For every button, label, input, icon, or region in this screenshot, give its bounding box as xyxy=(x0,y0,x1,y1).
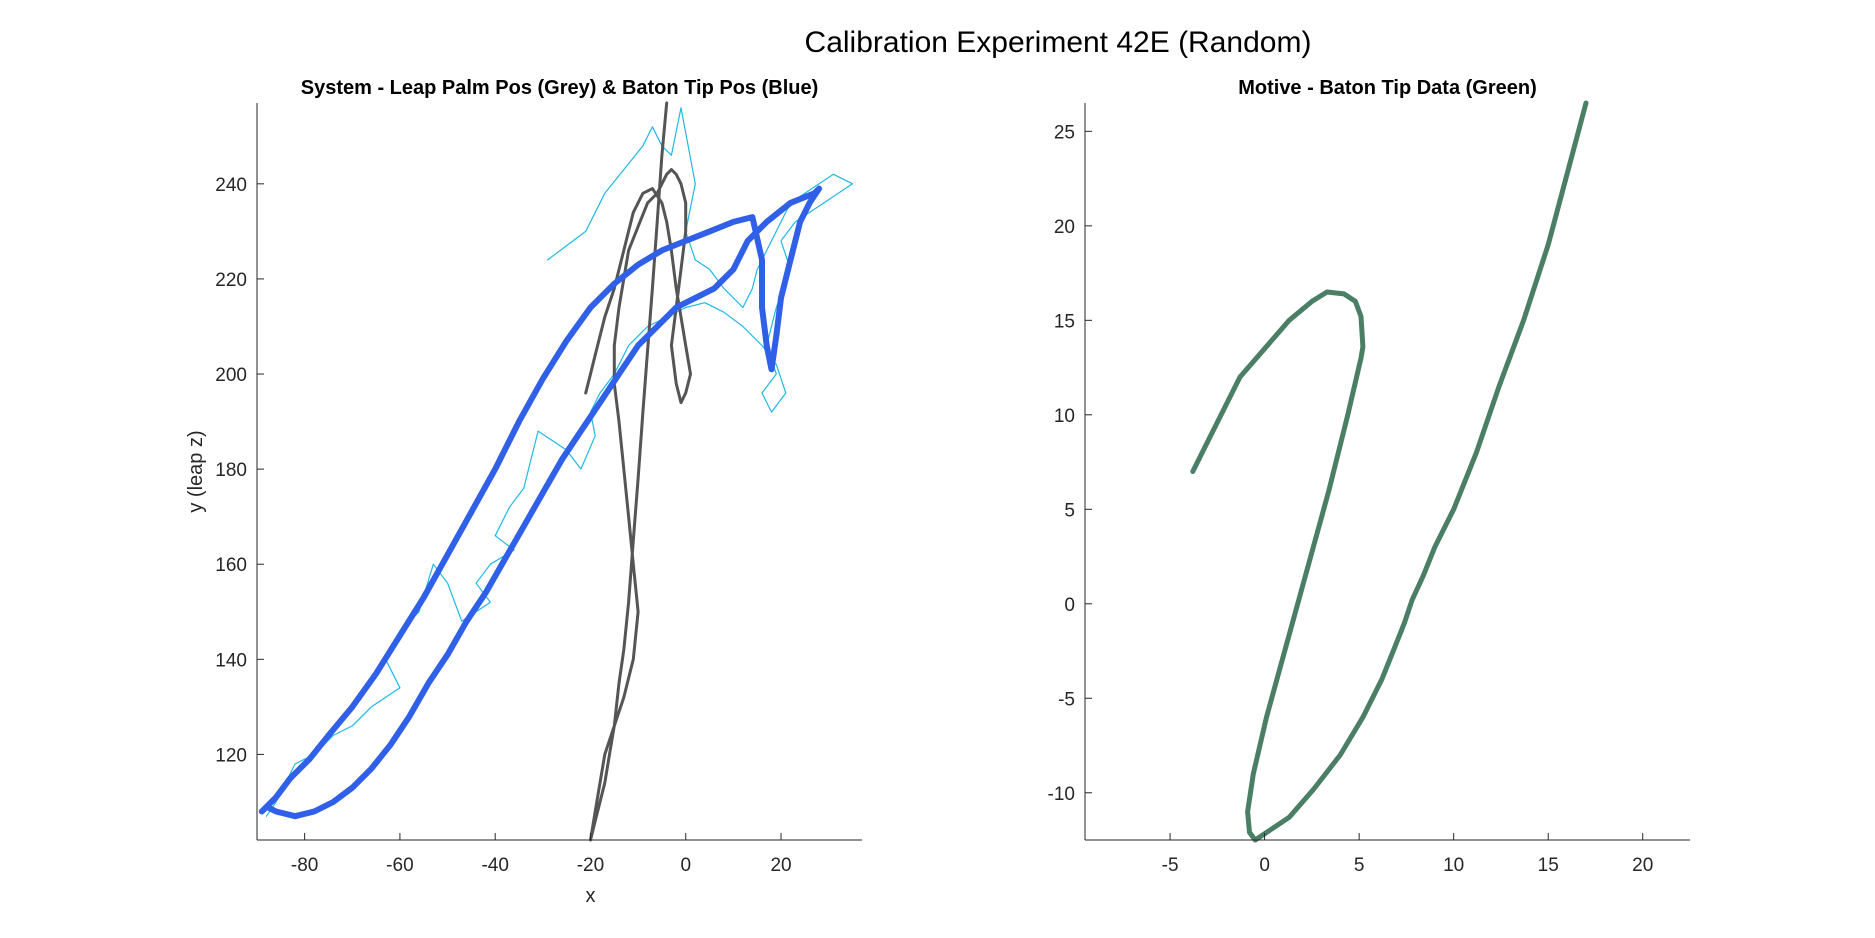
left-chart-x-tick-label: 20 xyxy=(770,855,791,876)
left-chart-x-tick-label: -40 xyxy=(481,855,508,876)
left-chart-series xyxy=(258,101,854,842)
right-chart-series xyxy=(1190,100,1589,843)
left-chart-x-tick-label: -80 xyxy=(291,855,318,876)
right-chart-y-tick-label: 0 xyxy=(1064,595,1075,616)
right-chart: Motive - Baton Tip Data (Green) -5 0 5 10 15… xyxy=(1048,77,1690,876)
left-chart: System - Leap Palm Pos (Grey) & Baton Ti… xyxy=(185,77,862,907)
right-chart-x-tick-label: 10 xyxy=(1443,855,1464,876)
right-chart-y-tick-label: 5 xyxy=(1064,500,1075,521)
right-chart-y-tick-label: 25 xyxy=(1054,122,1075,143)
left-chart-x-tick-label: -20 xyxy=(577,855,604,876)
left-chart-y-tick-label: 140 xyxy=(215,650,247,671)
right-chart-y-tick-label: 20 xyxy=(1054,217,1075,238)
right-chart-x-tick-label: 5 xyxy=(1354,855,1365,876)
left-chart-x-tick-label: -60 xyxy=(386,855,413,876)
left-chart-y-tick-label: 240 xyxy=(215,175,247,196)
figure-title: Calibration Experiment 42E (Random) xyxy=(805,26,1312,59)
right-chart-x-tick-label: 0 xyxy=(1259,855,1270,876)
left-chart-axes: -80 -60 -40 -20 0 20 120 140 160 180 200 220 240 xyxy=(215,103,862,876)
left-chart-x-tick-label: 0 xyxy=(680,855,691,876)
right-chart-y-tick-label: -5 xyxy=(1058,689,1075,710)
left-chart-y-tick-label: 200 xyxy=(215,365,247,386)
right-chart-axes: -5 0 5 10 15 20 -10 -5 0 5 10 15 20 25 xyxy=(1048,103,1690,876)
left-chart-y-tick-label: 160 xyxy=(215,555,247,576)
left-chart-y-tick-label: 120 xyxy=(215,745,247,766)
left-chart-title: System - Leap Palm Pos (Grey) & Baton Ti… xyxy=(301,77,819,99)
right-chart-y-tick-label: -10 xyxy=(1048,784,1075,805)
right-chart-x-tick-label: 15 xyxy=(1538,855,1559,876)
right-chart-title: Motive - Baton Tip Data (Green) xyxy=(1238,77,1537,99)
left-chart-series-line-1 xyxy=(584,101,692,842)
left-chart-x-axis-label: x xyxy=(585,885,595,907)
left-chart-series-line-2 xyxy=(258,185,823,820)
right-chart-x-tick-label: -5 xyxy=(1162,855,1179,876)
right-chart-series-line-0 xyxy=(1190,100,1589,843)
left-chart-y-tick-label: 220 xyxy=(215,270,247,291)
right-chart-y-tick-label: 10 xyxy=(1054,406,1075,427)
right-chart-x-tick-label: 20 xyxy=(1632,855,1653,876)
left-chart-y-axis-label: y (leap z) xyxy=(185,430,207,512)
left-chart-y-tick-label: 180 xyxy=(215,460,247,481)
right-chart-y-tick-label: 15 xyxy=(1054,311,1075,332)
